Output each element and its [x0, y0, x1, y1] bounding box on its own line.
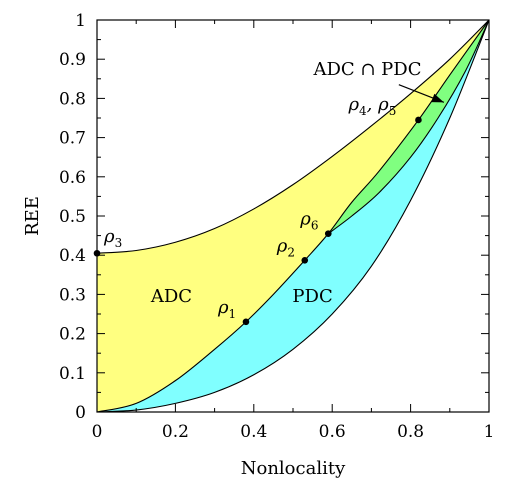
region-adc	[97, 20, 489, 412]
point-label-rho2: ρ2	[276, 235, 295, 259]
x-tick-label: 1	[484, 422, 495, 442]
point-label-rho4-rho5: ρ4, ρ5	[347, 94, 396, 118]
rho-subscript: 5	[389, 104, 397, 118]
curve-adc-upper	[96, 19, 490, 254]
rho-subscript: 4	[359, 104, 367, 118]
state-point	[242, 318, 250, 326]
curve-pdc-upper-branch	[327, 19, 490, 235]
y-tick-label: 0.4	[59, 246, 86, 266]
arrow-head	[431, 93, 444, 103]
region-label-adc: ADC	[150, 286, 192, 307]
y-tick-label: 0.8	[59, 89, 86, 109]
curve-pdc-lower	[96, 19, 490, 413]
y-tick-label: 0.7	[59, 129, 86, 149]
axis-tick-labels: 0 0.2 0.4 0.6 0.8 1 0 0.1 0.2 0.3 0.4 0.5 0.6 0.7 0.8 0…	[59, 11, 494, 442]
y-tick-label: 0.3	[59, 285, 86, 305]
region-pdc	[97, 20, 489, 412]
rho-subscript: 1	[229, 307, 237, 321]
y-tick-label: 0.9	[59, 50, 86, 70]
state-point	[415, 116, 422, 124]
point-label-rho1: ρ1	[217, 297, 236, 321]
rho-subscript: 3	[115, 236, 123, 250]
state-points	[93, 116, 422, 326]
rho-symbol: ρ	[347, 94, 359, 115]
axis-ticks	[96, 19, 490, 413]
rho-symbol: ρ	[103, 226, 115, 247]
x-tick-label: 0.2	[162, 422, 189, 442]
point-label-rho6: ρ6	[299, 209, 318, 233]
rho-symbol: ρ	[276, 235, 288, 256]
rho-symbol: ρ	[377, 94, 389, 115]
y-axis-label: REE	[22, 196, 43, 236]
x-tick-label: 0.4	[240, 422, 267, 442]
x-tick-label: 0.8	[397, 422, 424, 442]
x-axis-label: Nonlocality	[241, 458, 346, 479]
state-point	[301, 256, 309, 264]
rho-subscript: 6	[311, 219, 319, 233]
region-label-intersection: ADC ∩ PDC	[312, 59, 421, 80]
y-tick-label: 0.2	[59, 325, 86, 345]
point-label-rho3: ρ3	[103, 226, 122, 250]
regions	[97, 20, 489, 412]
region-label-pdc: PDC	[292, 286, 332, 307]
rho-symbol: ρ	[217, 297, 229, 318]
y-tick-label: 0.6	[59, 168, 86, 188]
intersection-arrow	[398, 84, 445, 103]
point-label-separator: ,	[367, 94, 378, 115]
state-point	[93, 249, 101, 257]
state-point	[324, 230, 332, 237]
y-tick-label: 0.1	[59, 364, 86, 384]
x-tick-label: 0.6	[319, 422, 346, 442]
y-tick-label: 1	[75, 11, 86, 31]
x-tick-label: 0	[92, 422, 103, 442]
y-tick-label: 0	[75, 403, 86, 423]
y-tick-label: 0.5	[59, 207, 86, 227]
rho-symbol: ρ	[299, 209, 311, 230]
rho-subscript: 2	[287, 245, 295, 259]
